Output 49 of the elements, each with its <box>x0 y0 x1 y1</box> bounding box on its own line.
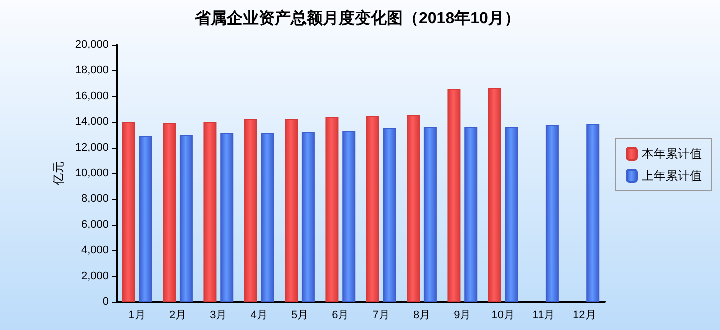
legend-label: 上年累计值 <box>642 169 702 183</box>
bar <box>546 125 559 302</box>
legend-label: 本年累计值 <box>642 147 702 161</box>
y-tick-label: 12,000 <box>75 142 109 154</box>
x-tick-label: 10月 <box>492 310 515 322</box>
x-tick-label: 6月 <box>332 310 350 322</box>
y-tick-label: 10,000 <box>75 168 109 180</box>
bar <box>366 116 380 302</box>
chart-title: 省属企业资产总额月度变化图（2018年10月） <box>194 8 520 28</box>
bar <box>163 123 176 302</box>
bar <box>488 88 502 302</box>
x-tick-label: 7月 <box>372 310 390 322</box>
y-tick-label: 4,000 <box>81 244 109 257</box>
x-tick-label: 3月 <box>210 310 228 322</box>
bar <box>424 127 437 302</box>
bar <box>180 135 193 302</box>
bar <box>464 127 478 302</box>
bar <box>586 124 600 302</box>
bar <box>139 136 152 302</box>
bar <box>122 122 136 302</box>
bar <box>220 134 234 302</box>
y-axis-title: 亿元 <box>51 162 66 186</box>
x-tick-label: 1月 <box>128 310 146 322</box>
y-tick-label: 6,000 <box>81 218 109 231</box>
y-tick-label: 14,000 <box>75 116 109 128</box>
y-tick-label: 16,000 <box>75 90 109 102</box>
x-tick-label: 5月 <box>291 310 309 322</box>
y-tick-label: 8,000 <box>81 193 109 206</box>
x-tick-label: 4月 <box>250 310 268 322</box>
bar <box>204 122 217 302</box>
bar <box>261 134 274 302</box>
bar <box>448 89 461 302</box>
bar <box>285 120 298 302</box>
x-tick-label: 2月 <box>169 310 187 322</box>
bar <box>244 120 258 302</box>
bar <box>326 117 339 302</box>
y-tick-label: 2,000 <box>81 270 109 282</box>
x-tick-label: 12月 <box>573 310 596 322</box>
x-tick-label: 8月 <box>413 310 431 322</box>
bar <box>505 127 518 302</box>
x-tick-label: 11月 <box>532 310 556 322</box>
bar <box>302 132 315 302</box>
bar <box>407 115 420 302</box>
bar <box>383 128 396 302</box>
y-tick-label: 20,000 <box>75 39 109 51</box>
y-tick-label: 18,000 <box>75 64 109 77</box>
bar <box>342 131 356 302</box>
x-tick-label: 9月 <box>454 310 472 322</box>
y-tick-label: 0 <box>102 296 109 308</box>
